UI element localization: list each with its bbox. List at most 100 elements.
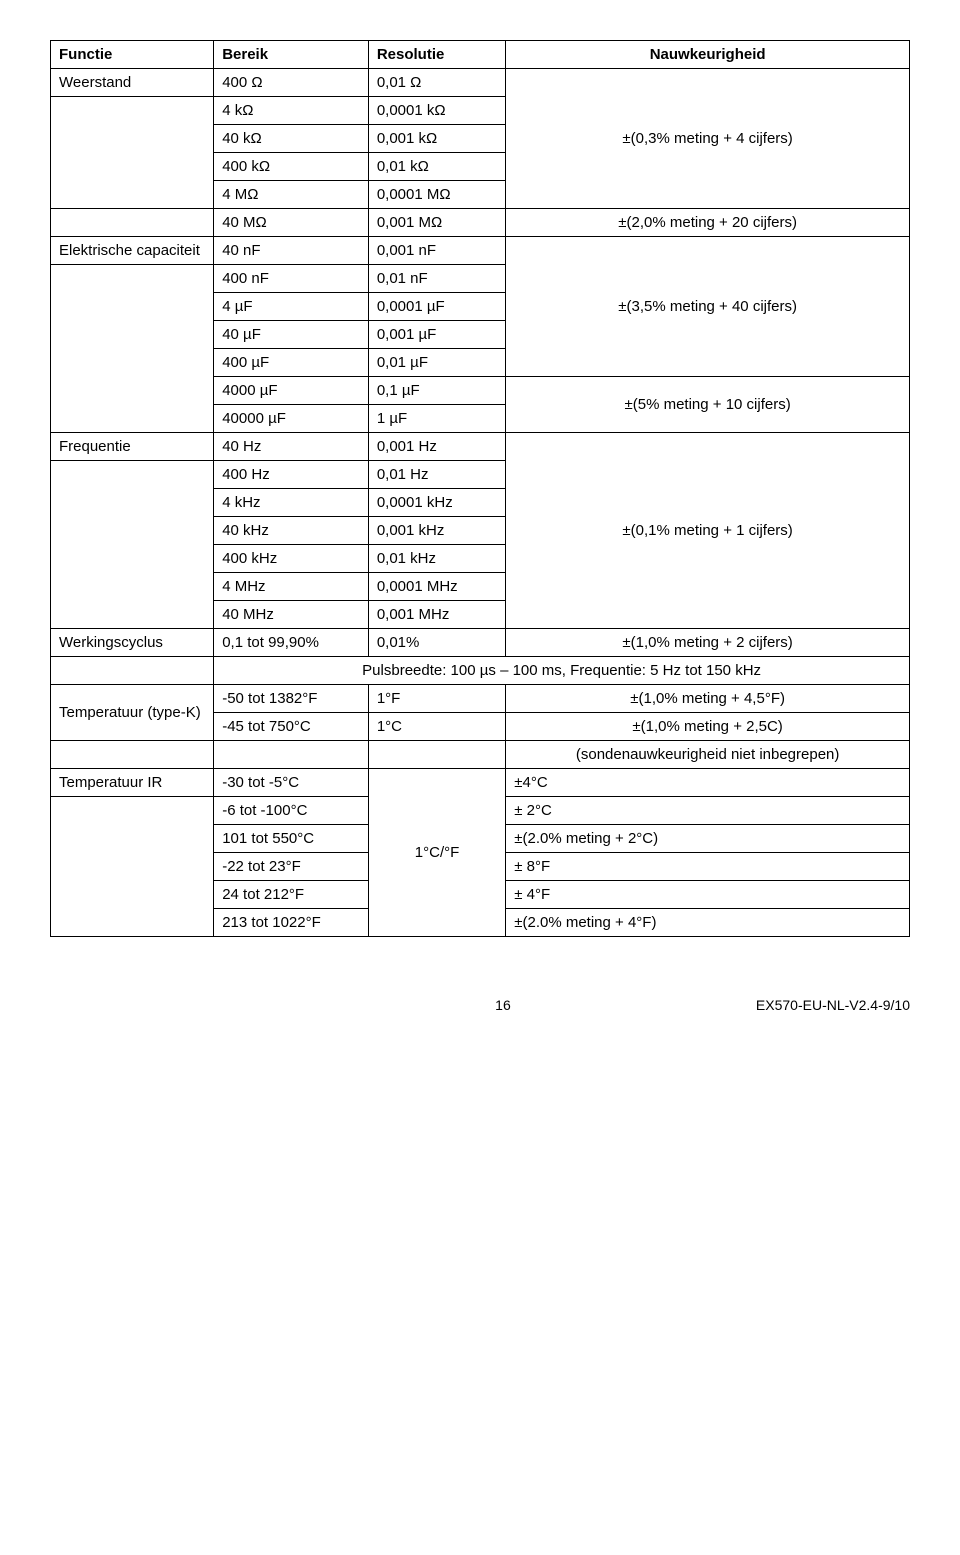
- cell: 4 µF: [214, 293, 369, 321]
- cell: 0,0001 kΩ: [368, 97, 505, 125]
- table-row: Frequentie 40 Hz 0,001 Hz ±(0,1% meting …: [51, 433, 910, 461]
- cell: ± 4°F: [506, 881, 910, 909]
- cell: ±(0,1% meting + 1 cijfers): [506, 433, 910, 629]
- cell: (sondenauwkeurigheid niet inbegrepen): [506, 741, 910, 769]
- col-resolutie: Resolutie: [368, 41, 505, 69]
- cell: 0,0001 MΩ: [368, 181, 505, 209]
- functie-temp-ir: Temperatuur IR: [51, 769, 214, 797]
- cell: ±(0,3% meting + 4 cijfers): [506, 69, 910, 209]
- table-row: Pulsbreedte: 100 µs – 100 ms, Frequentie…: [51, 657, 910, 685]
- cell: 0,01 µF: [368, 349, 505, 377]
- cell: 400 Ω: [214, 69, 369, 97]
- cell: 0,01 kHz: [368, 545, 505, 573]
- col-functie: Functie: [51, 41, 214, 69]
- cell: 400 Hz: [214, 461, 369, 489]
- cell: 0,01 kΩ: [368, 153, 505, 181]
- cell: -45 tot 750°C: [214, 713, 369, 741]
- cell: 1°C: [368, 713, 505, 741]
- functie-temp-k: Temperatuur (type-K): [51, 685, 214, 741]
- cell: 40 Hz: [214, 433, 369, 461]
- doc-id: EX570-EU-NL-V2.4-9/10: [756, 997, 910, 1013]
- cell: -22 tot 23°F: [214, 853, 369, 881]
- cell: 40 MHz: [214, 601, 369, 629]
- cell: 101 tot 550°C: [214, 825, 369, 853]
- cell: ±(2,0% meting + 20 cijfers): [506, 209, 910, 237]
- cell: 400 kΩ: [214, 153, 369, 181]
- cell: 1°C/°F: [368, 769, 505, 937]
- cell: 400 nF: [214, 265, 369, 293]
- cell: 40000 µF: [214, 405, 369, 433]
- cell: [51, 209, 214, 237]
- cell: 40 kHz: [214, 517, 369, 545]
- functie-werkingscyclus: Werkingscyclus: [51, 629, 214, 657]
- cell: 40 MΩ: [214, 209, 369, 237]
- cell: ±(1,0% meting + 4,5°F): [506, 685, 910, 713]
- cell: 1°F: [368, 685, 505, 713]
- cell: [51, 461, 214, 629]
- cell: 400 µF: [214, 349, 369, 377]
- cell: ±(5% meting + 10 cijfers): [506, 377, 910, 433]
- cell: 24 tot 212°F: [214, 881, 369, 909]
- cell: ±(2.0% meting + 4°F): [506, 909, 910, 937]
- table-row: Temperatuur IR -30 tot -5°C 1°C/°F ±4°C: [51, 769, 910, 797]
- cell: 0,01 nF: [368, 265, 505, 293]
- cell: 213 tot 1022°F: [214, 909, 369, 937]
- table-row: Elektrische capaciteit 40 nF 0,001 nF ±(…: [51, 237, 910, 265]
- table-row: Temperatuur (type-K) -50 tot 1382°F 1°F …: [51, 685, 910, 713]
- cell: ±(3,5% meting + 40 cijfers): [506, 237, 910, 377]
- cell: [51, 741, 214, 769]
- table-row: Weerstand 400 Ω 0,01 Ω ±(0,3% meting + 4…: [51, 69, 910, 97]
- cell: 4 kΩ: [214, 97, 369, 125]
- page-footer: 16 EX570-EU-NL-V2.4-9/10: [50, 997, 910, 1013]
- functie-frequentie: Frequentie: [51, 433, 214, 461]
- cell: 1 µF: [368, 405, 505, 433]
- cell: [51, 657, 214, 685]
- cell: 0,001 MHz: [368, 601, 505, 629]
- cell: -30 tot -5°C: [214, 769, 369, 797]
- cell: 40 kΩ: [214, 125, 369, 153]
- cell: 0,0001 kHz: [368, 489, 505, 517]
- col-nauwkeurigheid: Nauwkeurigheid: [506, 41, 910, 69]
- cell: 0,01 Ω: [368, 69, 505, 97]
- cell: [51, 797, 214, 937]
- cell: 0,1 µF: [368, 377, 505, 405]
- cell: 0,0001 MHz: [368, 573, 505, 601]
- cell: 0,001 kHz: [368, 517, 505, 545]
- table-row: Werkingscyclus 0,1 tot 99,90% 0,01% ±(1,…: [51, 629, 910, 657]
- header-row: Functie Bereik Resolutie Nauwkeurigheid: [51, 41, 910, 69]
- cell: 0,01%: [368, 629, 505, 657]
- cell: -6 tot -100°C: [214, 797, 369, 825]
- cell: 400 kHz: [214, 545, 369, 573]
- cell: [51, 265, 214, 433]
- cell: [214, 741, 369, 769]
- cell: ± 8°F: [506, 853, 910, 881]
- cell: ±(1,0% meting + 2 cijfers): [506, 629, 910, 657]
- page-number: 16: [495, 997, 511, 1013]
- cell: -50 tot 1382°F: [214, 685, 369, 713]
- functie-weerstand: Weerstand: [51, 69, 214, 97]
- cell: 40 µF: [214, 321, 369, 349]
- cell: [368, 741, 505, 769]
- spec-table: Functie Bereik Resolutie Nauwkeurigheid …: [50, 40, 910, 937]
- cell: [51, 97, 214, 209]
- cell: 4 kHz: [214, 489, 369, 517]
- cell: 0,1 tot 99,90%: [214, 629, 369, 657]
- cell: 0,0001 µF: [368, 293, 505, 321]
- cell: 0,001 Hz: [368, 433, 505, 461]
- cell: 0,01 Hz: [368, 461, 505, 489]
- cell: ±4°C: [506, 769, 910, 797]
- cell: 0,001 kΩ: [368, 125, 505, 153]
- functie-capaciteit: Elektrische capaciteit: [51, 237, 214, 265]
- cell: 0,001 µF: [368, 321, 505, 349]
- cell: Pulsbreedte: 100 µs – 100 ms, Frequentie…: [214, 657, 910, 685]
- cell: 0,001 nF: [368, 237, 505, 265]
- cell: 4000 µF: [214, 377, 369, 405]
- table-row: 40 MΩ 0,001 MΩ ±(2,0% meting + 20 cijfer…: [51, 209, 910, 237]
- cell: 0,001 MΩ: [368, 209, 505, 237]
- cell: ±(2.0% meting + 2°C): [506, 825, 910, 853]
- cell: 40 nF: [214, 237, 369, 265]
- cell: ± 2°C: [506, 797, 910, 825]
- table-row: (sondenauwkeurigheid niet inbegrepen): [51, 741, 910, 769]
- cell: 4 MHz: [214, 573, 369, 601]
- cell: 4 MΩ: [214, 181, 369, 209]
